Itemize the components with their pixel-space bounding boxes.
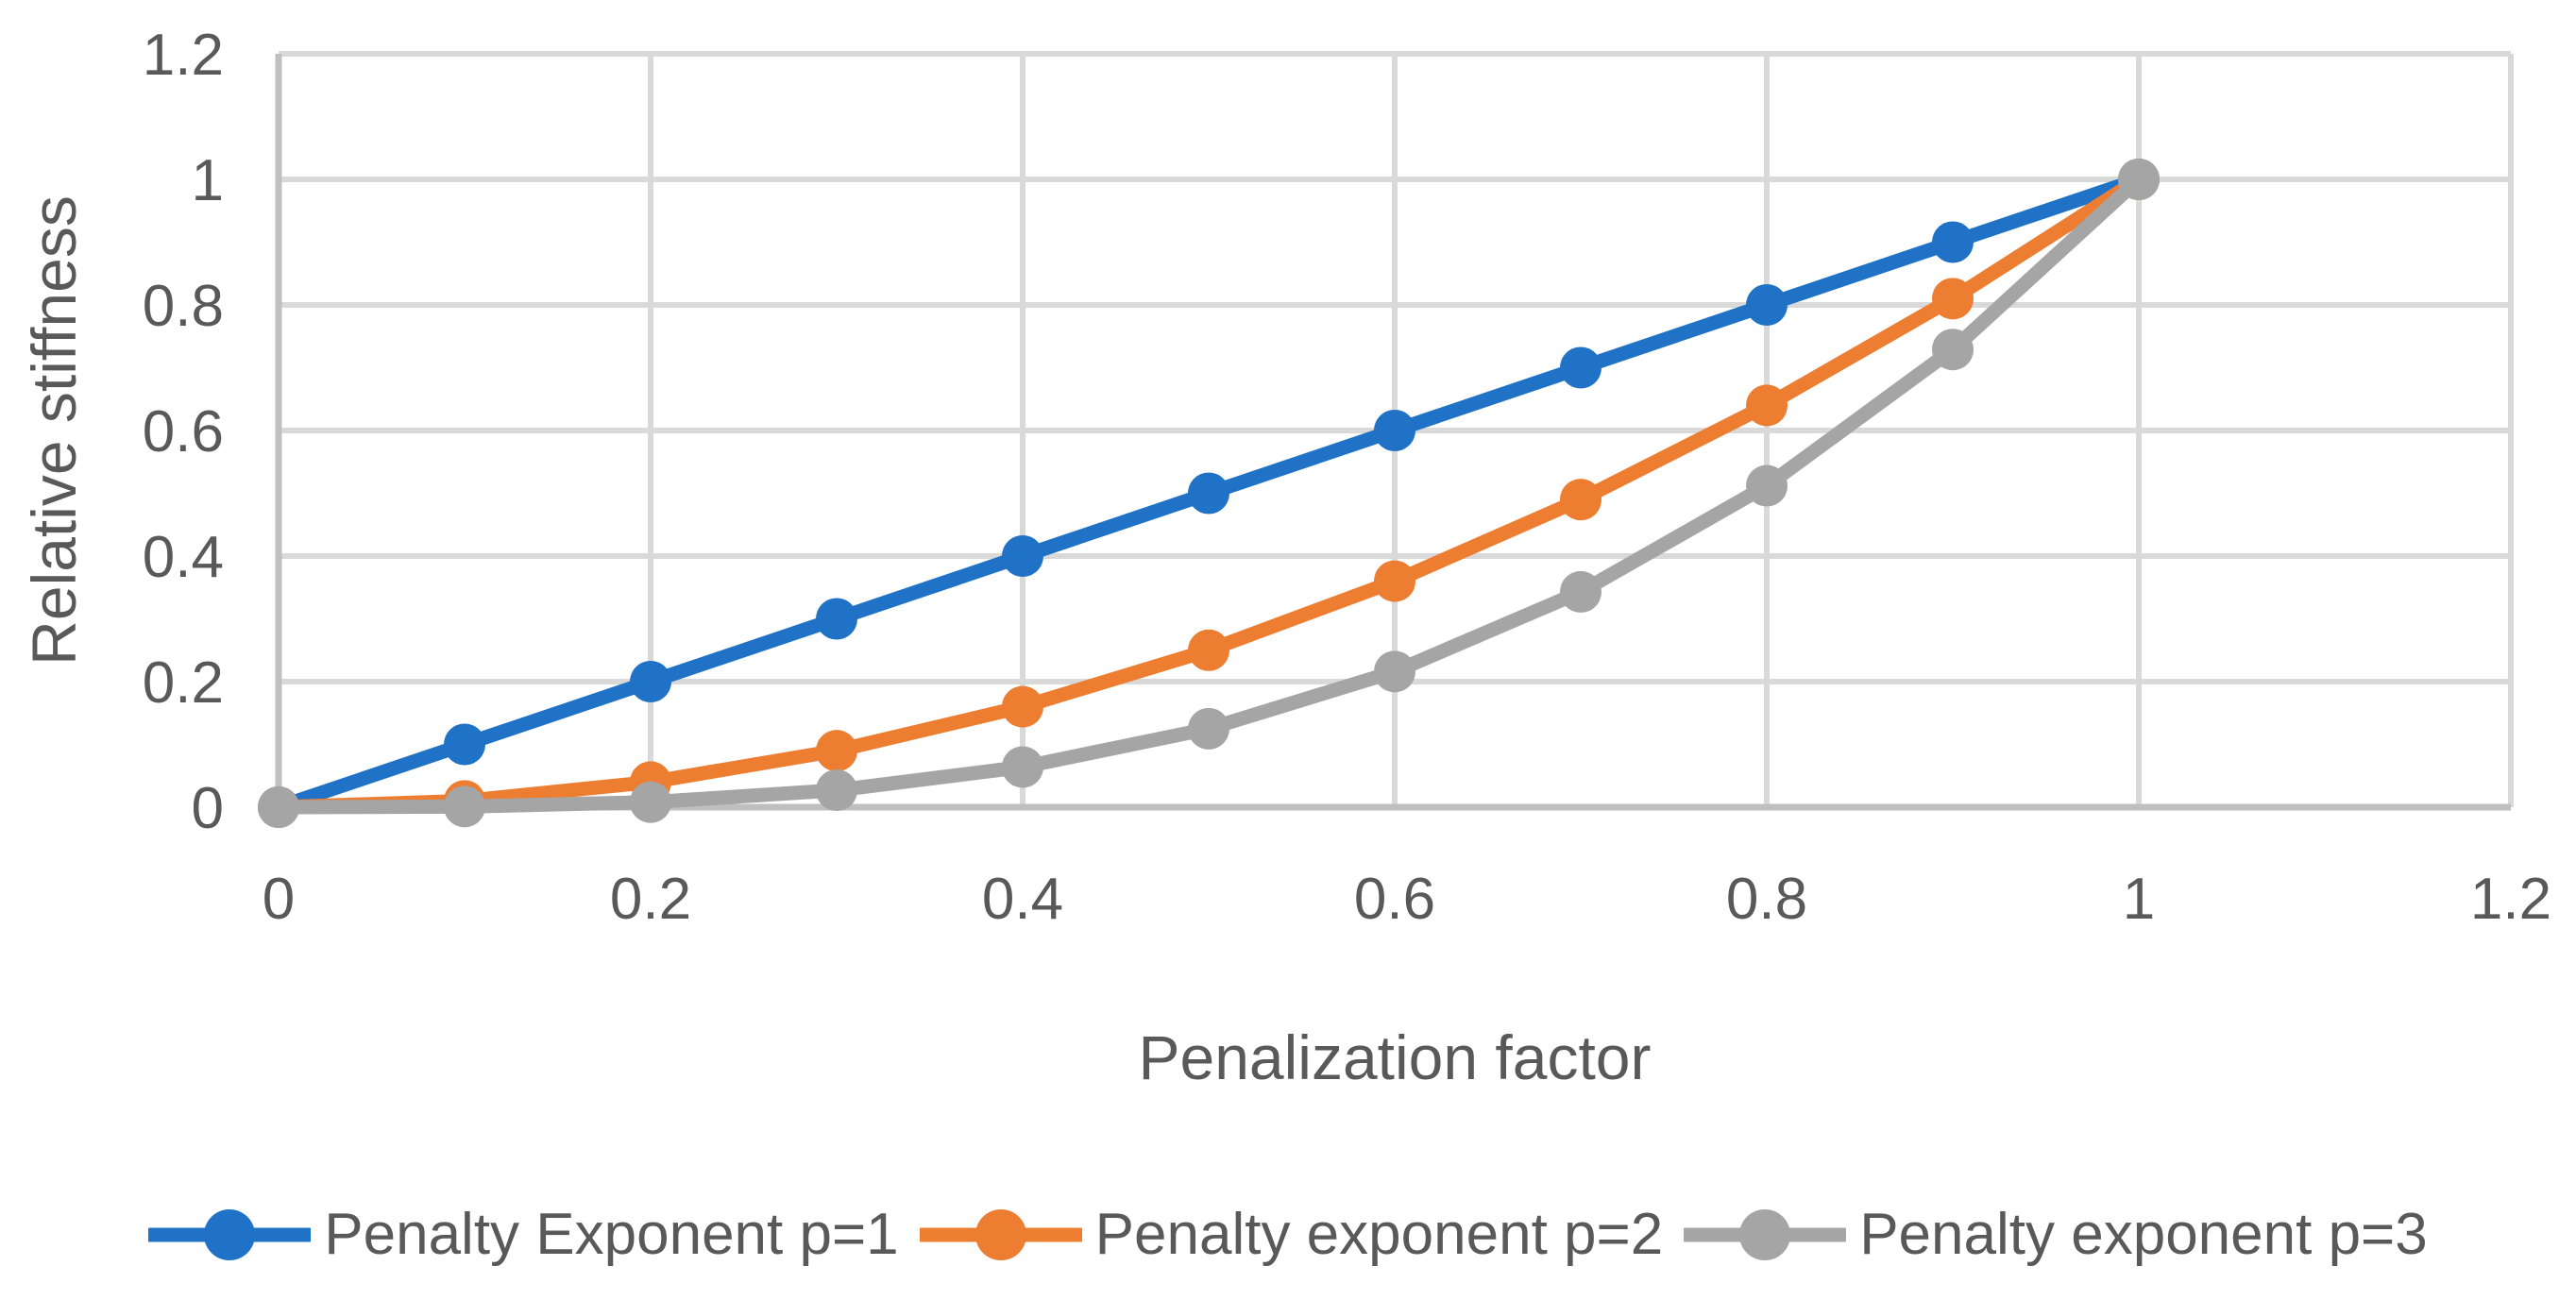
series-1-marker <box>1560 346 1602 389</box>
legend-circle <box>974 1208 1026 1260</box>
series-1-marker <box>444 723 485 766</box>
series-3-marker <box>1002 746 1043 788</box>
series-2-marker <box>1002 685 1043 728</box>
legend-entry-label: Penalty Exponent p=1 <box>324 1202 899 1267</box>
x-tick-label: 0.6 <box>1354 867 1435 932</box>
x-tick-label: 0.4 <box>982 867 1063 932</box>
series-1-marker <box>1188 472 1229 515</box>
y-tick-label: 0 <box>192 776 224 841</box>
legend-line-marker-icon <box>919 1208 1082 1260</box>
series-3-marker <box>1746 464 1788 507</box>
series-1-marker <box>1932 221 1974 263</box>
series-2-marker <box>816 730 857 772</box>
legend-entry: Penalty exponent p=2 <box>919 1201 1664 1268</box>
x-tick-label: 1.2 <box>2470 867 2551 932</box>
legend-entry: Penalty exponent p=3 <box>1684 1201 2428 1268</box>
y-tick-label: 1 <box>192 148 224 213</box>
y-tick-label: 0.4 <box>143 525 224 590</box>
legend-entry: Penalty Exponent p=1 <box>148 1201 899 1268</box>
series-2-marker <box>1746 384 1788 427</box>
series-2-marker <box>1560 479 1602 521</box>
series-3-marker <box>2118 159 2160 200</box>
x-axis-title: Penalization factor <box>1138 1022 1652 1092</box>
x-tick-label: 0.2 <box>610 867 691 932</box>
x-tick-label: 1 <box>2123 867 2155 932</box>
legend-entry-label: Penalty exponent p=3 <box>1859 1202 2428 1267</box>
series-1-marker <box>816 598 857 640</box>
series-3-marker <box>444 785 485 828</box>
y-tick-label: 1.2 <box>143 23 224 88</box>
legend-circle <box>1739 1208 1791 1260</box>
legend-line-marker-icon <box>148 1208 312 1260</box>
series-1-marker <box>1374 410 1415 451</box>
x-tick-label: 0 <box>263 867 295 932</box>
series-3-marker <box>1932 329 1974 371</box>
series-3-marker <box>1188 707 1229 750</box>
series-3-marker <box>1560 570 1602 613</box>
series-2-marker <box>1188 629 1229 671</box>
series-1-marker <box>1746 284 1788 326</box>
y-tick-label: 0.6 <box>143 399 224 464</box>
series-3-marker <box>816 769 857 812</box>
legend: Penalty Exponent p=1 Penalty exponent p=… <box>0 1201 2576 1268</box>
series-1-marker <box>630 661 671 702</box>
series-3-marker <box>258 786 299 828</box>
series-2-marker <box>1932 278 1974 320</box>
x-tick-label: 0.8 <box>1726 867 1807 932</box>
legend-entry-label: Penalty exponent p=2 <box>1094 1202 1664 1267</box>
y-tick-label: 0.2 <box>143 650 224 716</box>
series-2-marker <box>1374 560 1415 602</box>
legend-line-marker-icon <box>1684 1208 1847 1260</box>
y-tick-label: 0.8 <box>143 274 224 339</box>
series-3-marker <box>630 781 671 823</box>
series-3-marker <box>1374 650 1415 693</box>
legend-circle <box>204 1208 256 1260</box>
series-1-marker <box>1002 535 1043 577</box>
y-axis-title: Relative stiffness <box>19 195 89 666</box>
